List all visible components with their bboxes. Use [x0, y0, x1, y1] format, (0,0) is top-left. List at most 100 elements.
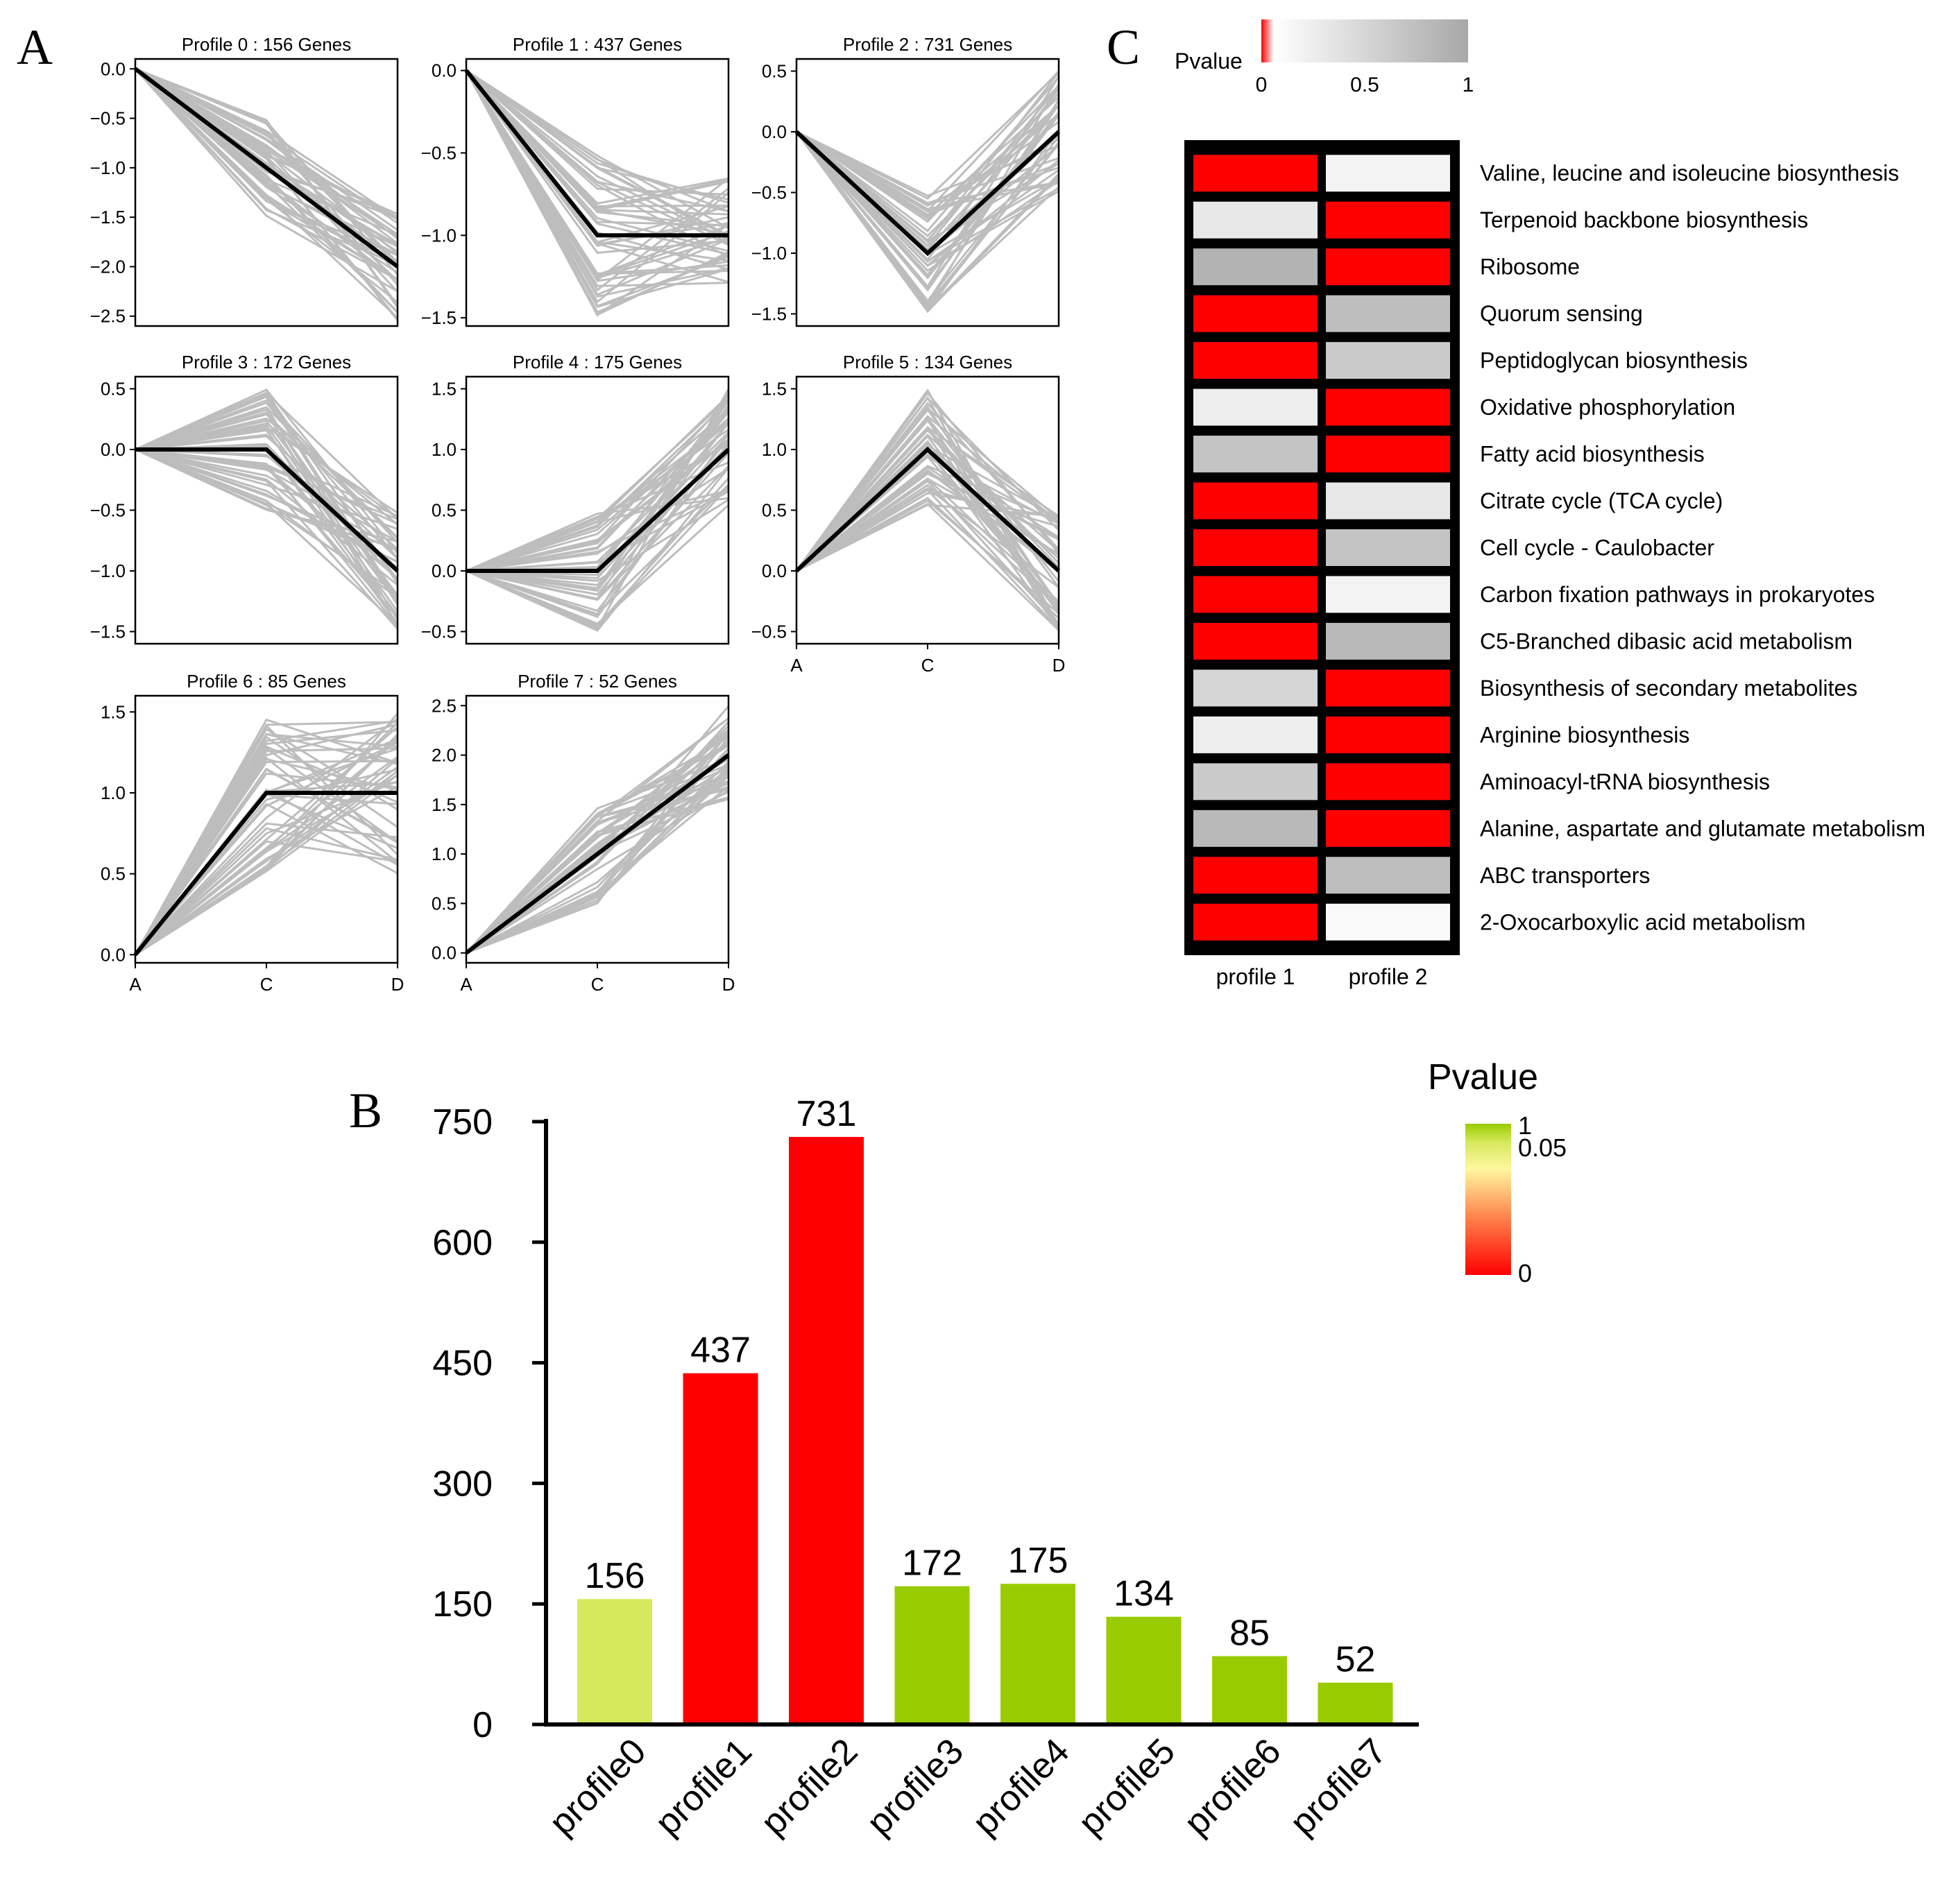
gene-line [465, 69, 729, 314]
heat-cell-r12-c1 [1326, 716, 1450, 753]
gene-line [466, 397, 730, 601]
gene-line [466, 443, 730, 613]
heat-cell-r2-c0 [1193, 248, 1318, 286]
gene-line [466, 69, 729, 241]
gene-line [135, 712, 399, 956]
y-tick-label: −2.5 [90, 306, 126, 327]
y-tick-label: 0.5 [432, 893, 457, 914]
gene-line [795, 395, 1060, 629]
bar-category-label: profile7 [1282, 1731, 1395, 1843]
heat-cell-r8-c0 [1193, 529, 1318, 566]
gene-line [134, 735, 398, 956]
heat-cell-r6-c0 [1193, 436, 1318, 473]
heat-cell-r15-c1 [1326, 857, 1450, 894]
mean-line-4 [466, 447, 731, 573]
profile-title-7: Profile 7 : 52 Genes [518, 671, 677, 692]
x-tick-label: D [1053, 655, 1066, 676]
gene-line [135, 429, 399, 613]
gene-line [135, 774, 398, 956]
heat-row-label: Quorum sensing [1480, 301, 1643, 326]
y-tick-label: 1.5 [762, 379, 787, 400]
profile-title-6: Profile 6 : 85 Genes [187, 671, 346, 692]
bar-category-label: profile2 [753, 1731, 866, 1843]
x-tick-label: C [260, 974, 273, 995]
gene-line [135, 388, 399, 554]
gene-line [135, 67, 399, 293]
mean-line-1 [464, 69, 728, 238]
x-tick-label: C [921, 655, 935, 676]
gene-line [796, 104, 1060, 238]
profile-title-0: Profile 0 : 156 Genes [182, 34, 351, 55]
gene-line [135, 408, 399, 601]
heat-row-label: Terpenoid backbone biosynthesis [1480, 207, 1808, 232]
gene-line [795, 131, 1060, 310]
gene-line [796, 504, 1059, 572]
profile-plot-3: Profile 3 : 172 Genes 0.5 0.0 −0.5 −1.0 −1.5 [90, 352, 400, 645]
y-tick-label: 1.0 [101, 782, 126, 803]
gene-line [465, 69, 729, 255]
panel-c-heatmap: Pvalue 0 0.5 1 Valine, leucine and isoleuci… [1175, 19, 1925, 989]
heat-cell-r16-c1 [1326, 903, 1450, 941]
y-tick-label: 0.0 [762, 121, 787, 142]
bar-value-label: 437 [690, 1330, 751, 1371]
heat-cell-r11-c1 [1326, 669, 1450, 707]
x-tick-label: A [460, 974, 472, 995]
gene-line [134, 68, 398, 281]
heat-col-label: profile 2 [1349, 964, 1428, 989]
gene-line [135, 448, 399, 619]
heat-cell-r15-c0 [1193, 857, 1318, 894]
gene-line [135, 417, 398, 526]
y-tick-label: −0.5 [421, 142, 457, 163]
bar-legend-title: Pvalue [1428, 1057, 1538, 1097]
y-tick-label: 1.5 [432, 379, 457, 400]
x-tick-label: D [722, 974, 735, 995]
panel-label-c: C [1107, 19, 1140, 75]
panel-label-b: B [349, 1083, 382, 1138]
plot-frame-1 [465, 58, 730, 327]
profile-title-1: Profile 1 : 437 Genes [513, 34, 682, 55]
gene-line [466, 497, 729, 572]
heat-legend-tick: 0 [1256, 74, 1268, 96]
heat-cell-r4-c1 [1326, 342, 1450, 379]
y-tick-label: 0.0 [101, 58, 126, 79]
profile-plot-6: Profile 6 : 85 Genes 1.5 1.0 0.5 0.0A C D [101, 671, 404, 995]
y-tick-label: −0.5 [751, 182, 787, 203]
y-tick-label: −1.0 [421, 225, 457, 246]
y-tick-label: 0.5 [101, 864, 126, 884]
heat-row-label: Aminoacyl-tRNA biosynthesis [1480, 769, 1770, 794]
bar-y-tick-label: 0 [472, 1705, 493, 1745]
gene-line [796, 470, 1059, 572]
gene-line [796, 477, 1060, 603]
profile-plot-2: Profile 2 : 731 Genes 0.5 0.0 −0.5 −1.0 −1.5 [751, 34, 1061, 327]
y-tick-label: −0.5 [90, 108, 126, 129]
profile-plot-5: Profile 5 : 134 Genes 1.5 1.0 0.5 0.0 −0.5A C D [751, 352, 1066, 676]
profile-title-4: Profile 4 : 175 Genes [513, 352, 682, 372]
bar-value-label: 156 [585, 1556, 645, 1596]
y-tick-label: −1.5 [751, 304, 787, 325]
gene-line [465, 757, 729, 954]
bar-category-label: profile6 [1177, 1731, 1289, 1843]
heat-legend-tick: 1 [1463, 74, 1474, 96]
gene-line [135, 448, 398, 594]
bar-category-label: profile4 [965, 1731, 1077, 1843]
plot-frame-4 [465, 375, 730, 645]
heat-cell-r16-c0 [1193, 903, 1318, 941]
gene-line [466, 731, 729, 954]
heat-cell-r7-c0 [1193, 482, 1318, 520]
gene-line [465, 69, 729, 227]
y-tick-label: −0.5 [751, 622, 787, 642]
y-tick-label: 0.0 [101, 944, 126, 965]
gene-line [795, 388, 1060, 626]
y-tick-label: −1.5 [90, 207, 126, 228]
profile-plot-1: Profile 1 : 437 Genes 0.0 −0.5 −1.0 −1.5 [421, 34, 730, 328]
gene-line [134, 717, 398, 956]
bar-category-label: profile1 [647, 1731, 760, 1843]
y-tick-label: 0.0 [432, 943, 457, 964]
heat-cell-r10-c1 [1326, 622, 1450, 660]
plot-frame-0 [134, 58, 399, 327]
heat-cell-r5-c1 [1326, 388, 1450, 426]
profile-plot-7: Profile 7 : 52 Genes 2.5 2.0 1.5 1.0 0.5 0.0A C… [432, 671, 735, 995]
bar-y-tick-label: 450 [432, 1344, 493, 1384]
y-tick-label: 0.5 [101, 379, 126, 400]
